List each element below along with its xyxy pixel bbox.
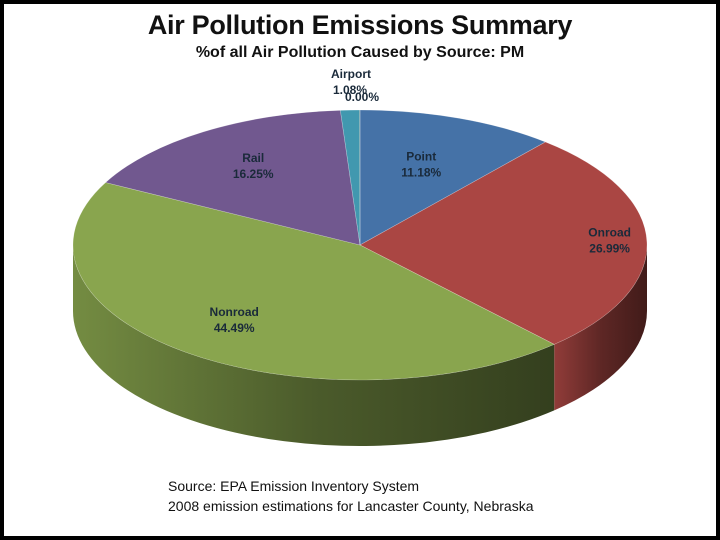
pie-label-airport-name: Airport bbox=[331, 67, 371, 81]
pie-labels: Point 11.18% Onroad 26.99% Nonroad 44.49% Rail… bbox=[210, 67, 631, 335]
pie-label-onroad-value: 26.99% bbox=[589, 242, 630, 256]
chart-subtitle: %of all Air Pollution Caused by Source: … bbox=[195, 44, 525, 61]
pie-label-point-name: Point bbox=[406, 149, 436, 163]
source-line-2: 2008 emission estimations for Lancaster … bbox=[168, 498, 534, 514]
pie-slice-airport bbox=[340, 109, 361, 246]
source-line-1: Source: EPA Emission Inventory System bbox=[168, 478, 420, 494]
pie-side-onroad bbox=[554, 245, 647, 411]
pie-side-nonroad bbox=[73, 245, 555, 446]
pie-label-rail-value: 16.25% bbox=[233, 167, 274, 181]
pie-label-nonroad-value: 44.49% bbox=[214, 321, 255, 335]
pie-sides bbox=[73, 245, 647, 446]
pie-label-nonroad-name: Nonroad bbox=[210, 305, 259, 319]
source-note: Source: EPA Emission Inventory System 20… bbox=[168, 476, 533, 516]
pie-slices bbox=[72, 109, 648, 381]
pie-slice-point bbox=[359, 109, 547, 246]
pie-label-point-value: 11.18% bbox=[401, 165, 441, 179]
pie-label-onroad-name: Onroad bbox=[588, 226, 631, 240]
pie-slice-rail bbox=[104, 110, 361, 246]
chart-title: Air Pollution Emissions Summary bbox=[147, 10, 573, 40]
pie-slice-nonroad bbox=[72, 182, 555, 381]
pie-label-rail-name: Rail bbox=[242, 151, 264, 165]
pie-label-airport-value: 1.08% bbox=[333, 83, 367, 97]
pie-label-unnamed-value: 0.00% bbox=[345, 90, 379, 104]
pie-slice-onroad bbox=[359, 141, 648, 345]
